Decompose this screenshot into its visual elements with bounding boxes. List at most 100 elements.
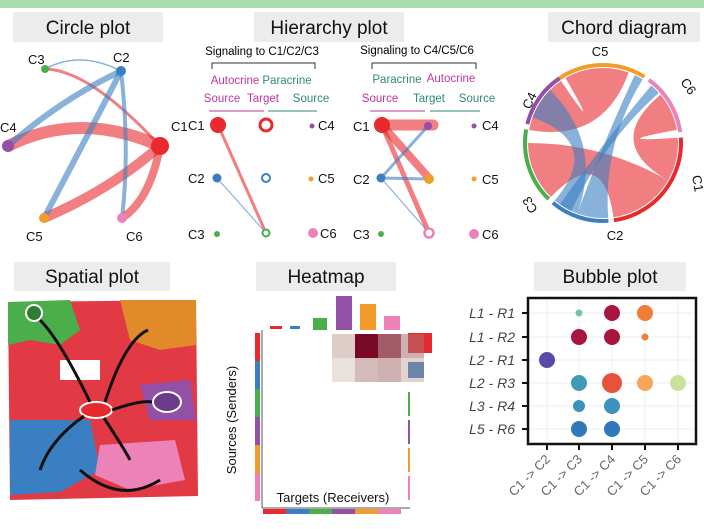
top-banner xyxy=(0,0,704,8)
heatmap-title: Heatmap xyxy=(287,267,364,288)
node-c2 xyxy=(116,66,126,76)
circle-plot-title: Circle plot xyxy=(46,18,131,39)
bubble-row-label: L3 - R4 xyxy=(469,398,515,414)
heatmap-cell xyxy=(401,334,424,358)
heatmap-cell xyxy=(378,334,401,358)
edge xyxy=(119,145,164,222)
bubble-point xyxy=(637,375,653,391)
chord-arc-c3 xyxy=(523,129,551,201)
chord-arc-c6 xyxy=(647,78,683,133)
node-label: C3 xyxy=(28,52,45,67)
heatmap-cell xyxy=(332,358,355,382)
bubble-plot-title: Bubble plot xyxy=(562,267,658,288)
chord-arc-c4 xyxy=(525,76,561,125)
chord-diagram-title: Chord diagram xyxy=(561,18,687,39)
source-label: Source xyxy=(204,93,240,105)
chord-label: C4 xyxy=(519,90,540,111)
bubble-point xyxy=(641,333,649,341)
chord-arc-c2 xyxy=(551,201,609,223)
heatmap-cell xyxy=(355,358,378,382)
edge xyxy=(119,70,128,219)
edge xyxy=(5,122,163,152)
bubble-point xyxy=(573,400,585,412)
node-label: C5 xyxy=(482,172,499,187)
node-c6 xyxy=(117,213,127,223)
node-label: C1 xyxy=(353,119,370,134)
node-label: C1 xyxy=(188,118,205,133)
bubble-point xyxy=(571,375,587,391)
chord-label: C2 xyxy=(607,228,624,243)
source-label: Source xyxy=(459,93,495,105)
bubble-point xyxy=(539,352,555,368)
autocrine-label: Autocrine xyxy=(427,73,476,85)
node-c4 xyxy=(2,140,14,152)
chord-ribbon xyxy=(559,85,659,211)
bubble-point xyxy=(575,309,583,317)
paracrine-label: Paracrine xyxy=(262,75,311,87)
target-label: Target xyxy=(247,93,280,105)
chord-label: C3 xyxy=(519,194,540,216)
hierarchy-right: Signaling to C4/C5/C6 Paracrine Autocrin… xyxy=(353,45,499,242)
edge xyxy=(6,68,123,149)
heatmap-ylabel: Sources (Senders) xyxy=(224,366,239,474)
heatmap-cell xyxy=(378,358,401,382)
bubble-point xyxy=(602,373,622,393)
bubble-point xyxy=(571,421,587,437)
heatmap-cell xyxy=(355,334,378,358)
bubble-row-label: L1 - R1 xyxy=(469,305,515,321)
heatmap: Sources (Senders) Targets (Receivers) xyxy=(224,296,432,514)
node-label: C2 xyxy=(113,50,130,65)
chord-diagram xyxy=(523,63,683,223)
node-c1 xyxy=(151,137,169,155)
hierarchy-left: Signaling to C1/C2/C3 Autocrine Paracrin… xyxy=(188,46,337,242)
autocrine-label: Autocrine xyxy=(211,75,260,87)
node-c3 xyxy=(41,65,49,73)
hierarchy-heading: Signaling to C4/C5/C6 xyxy=(360,45,474,57)
bubble-row-label: L2 - R1 xyxy=(469,352,515,368)
chord-ribbon xyxy=(577,75,643,218)
edge xyxy=(44,59,122,72)
bubble-point xyxy=(604,421,620,437)
bubble-row-label: L5 - R6 xyxy=(469,421,515,437)
spatial-plot-title: Spatial plot xyxy=(45,267,140,288)
bubble-point xyxy=(604,305,620,321)
chord-arc-c1 xyxy=(613,137,683,223)
edge xyxy=(44,67,162,148)
bubble-row-label: L1 - R2 xyxy=(469,329,515,345)
chord-ribbon xyxy=(532,89,586,214)
node-label: C2 xyxy=(353,172,370,187)
bubble-plot: L1 - R1 L1 - R2 L2 - R1 L2 - R3 L3 - R4 L5 - … xyxy=(469,296,698,499)
node-label: C4 xyxy=(482,118,499,133)
heatmap-cell xyxy=(401,358,424,382)
source-label: Source xyxy=(293,93,329,105)
node-c5 xyxy=(39,213,49,223)
spatial-plot xyxy=(8,300,198,500)
chord-ribbon xyxy=(528,143,668,218)
node-label: C6 xyxy=(320,226,337,241)
hierarchy-plot-title: Hierarchy plot xyxy=(270,18,388,39)
source-label: Source xyxy=(362,93,398,105)
heatmap-cell xyxy=(332,334,355,358)
bubble-point xyxy=(571,329,587,345)
node-label: C2 xyxy=(188,171,205,186)
node-label: C6 xyxy=(482,227,499,242)
chord-label: C5 xyxy=(592,44,609,59)
heatmap-xlabel: Targets (Receivers) xyxy=(277,490,390,505)
hierarchy-heading: Signaling to C1/C2/C3 xyxy=(205,46,319,58)
node-label: C5 xyxy=(26,229,43,244)
chord-label: C6 xyxy=(678,75,700,97)
chord-label: C1 xyxy=(689,174,704,193)
panel-titles: Circle plot Hierarchy plot Chord diagram… xyxy=(13,12,700,291)
bubble-row-label: L2 - R3 xyxy=(469,375,515,391)
circle-plot: C3 C2 C4 C1 C5 C6 xyxy=(0,50,188,244)
node-label: C4 xyxy=(318,118,335,133)
chord-ribbon xyxy=(633,94,678,181)
paracrine-label: Paracrine xyxy=(372,74,421,86)
bubble-point xyxy=(670,375,686,391)
bubble-point xyxy=(604,329,620,345)
target-label: Target xyxy=(413,93,446,105)
edge xyxy=(41,69,124,220)
chord-arc-c5 xyxy=(557,63,646,81)
node-label: C3 xyxy=(353,227,370,242)
